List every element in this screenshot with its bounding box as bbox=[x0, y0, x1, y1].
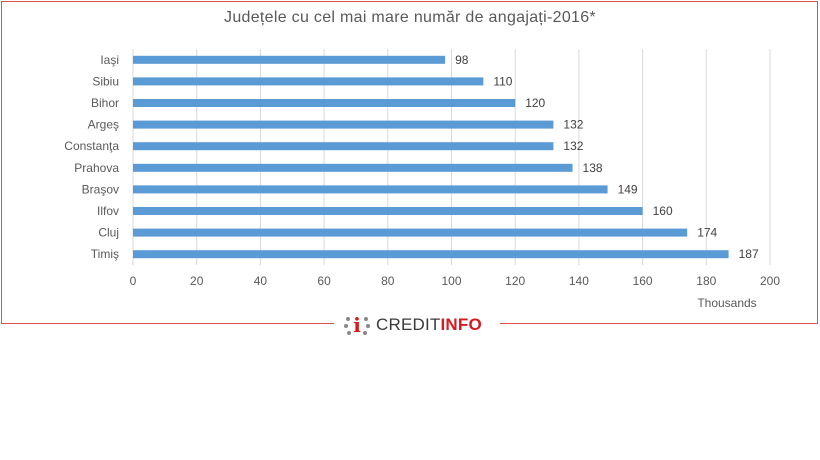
category-label: Bihor bbox=[91, 96, 119, 110]
x-tick-label: 180 bbox=[696, 274, 716, 288]
chart-frame bbox=[1, 1, 818, 323]
x-tick-label: 40 bbox=[254, 274, 268, 288]
x-tick-label: 200 bbox=[760, 274, 780, 288]
creditinfo-logo-text: CREDITINFO bbox=[376, 315, 482, 334]
category-label: Cluj bbox=[98, 226, 119, 240]
frame-bottom-left-line bbox=[1, 323, 334, 324]
category-label: Timiş bbox=[91, 247, 119, 261]
bar bbox=[133, 207, 643, 215]
data-label: 132 bbox=[563, 118, 583, 132]
data-label: 110 bbox=[493, 74, 512, 88]
data-label: 160 bbox=[653, 204, 673, 218]
bar bbox=[133, 228, 688, 237]
bar bbox=[133, 77, 484, 86]
data-label: 120 bbox=[525, 96, 545, 110]
x-tick-label: 20 bbox=[190, 274, 204, 288]
category-label: Constanţa bbox=[64, 139, 119, 153]
x-tick-label: 160 bbox=[633, 274, 653, 288]
category-label: Sibiu bbox=[92, 74, 119, 88]
x-axis-unit-label: Thousands bbox=[697, 296, 756, 310]
bar bbox=[133, 185, 608, 194]
data-label: 132 bbox=[563, 139, 583, 153]
data-label: 174 bbox=[697, 226, 717, 240]
category-label: Iaşi bbox=[100, 53, 119, 67]
category-label: Ilfov bbox=[97, 204, 119, 218]
bar bbox=[133, 120, 554, 129]
bar bbox=[133, 99, 516, 107]
data-label: 149 bbox=[618, 182, 638, 196]
bar-chart: 0 20 40 60 80 100 120 140 160 180 200 Thousands Iaşi… bbox=[64, 49, 780, 310]
bar bbox=[133, 55, 446, 64]
creditinfo-logo-icon: i bbox=[344, 312, 370, 338]
bar bbox=[133, 163, 573, 172]
chart-title: Județele cu cel mai mare număr de angaja… bbox=[224, 9, 596, 26]
x-tick-label: 140 bbox=[569, 274, 589, 288]
data-label: 138 bbox=[583, 161, 603, 175]
x-tick-label: 60 bbox=[317, 274, 331, 288]
category-label: Braşov bbox=[82, 182, 119, 196]
bar bbox=[133, 142, 554, 151]
data-label: 187 bbox=[739, 247, 759, 261]
bar bbox=[133, 250, 729, 259]
creditinfo-logo: i CREDITINFO bbox=[338, 312, 488, 338]
x-tick-label: 120 bbox=[505, 274, 525, 288]
category-label: Prahova bbox=[74, 161, 119, 175]
x-tick-label: 100 bbox=[441, 274, 461, 288]
category-label: Argeş bbox=[88, 118, 119, 132]
frame-bottom-right-line bbox=[500, 323, 818, 324]
x-tick-label: 80 bbox=[381, 274, 395, 288]
data-label: 98 bbox=[455, 53, 469, 67]
x-tick-label: 0 bbox=[130, 274, 137, 288]
